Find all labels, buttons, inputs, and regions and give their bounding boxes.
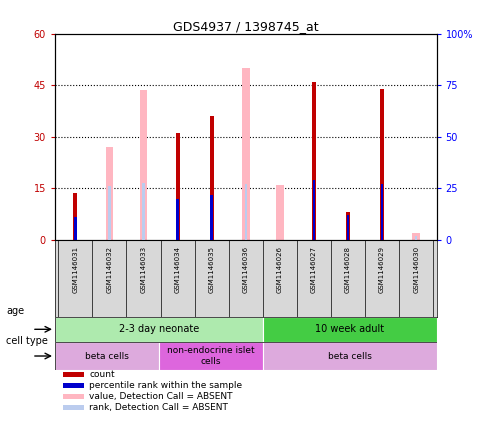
Bar	[73, 193, 77, 240]
Bar	[245, 184, 247, 240]
Bar	[55, 341, 159, 371]
Bar	[276, 185, 283, 240]
Bar	[62, 372, 83, 377]
Text: cell type: cell type	[6, 335, 48, 346]
Text: percentile rank within the sample: percentile rank within the sample	[89, 381, 243, 390]
Text: beta cells: beta cells	[85, 352, 129, 360]
Text: beta cells: beta cells	[328, 352, 372, 360]
Bar	[108, 186, 111, 240]
Bar	[176, 133, 180, 240]
Text: GSM1146029: GSM1146029	[379, 246, 385, 293]
Bar	[263, 317, 437, 341]
Text: GSM1146032: GSM1146032	[106, 246, 112, 293]
Text: value, Detection Call = ABSENT: value, Detection Call = ABSENT	[89, 392, 233, 401]
Text: age: age	[6, 306, 24, 316]
Bar	[62, 394, 83, 399]
Bar	[312, 82, 316, 240]
Title: GDS4937 / 1398745_at: GDS4937 / 1398745_at	[173, 20, 318, 33]
Bar	[263, 341, 437, 371]
Bar	[415, 236, 417, 240]
Bar	[313, 180, 315, 240]
Bar	[159, 341, 263, 371]
Bar	[55, 317, 263, 341]
Bar	[242, 68, 250, 240]
Bar	[211, 195, 213, 240]
Text: GSM1146030: GSM1146030	[413, 246, 419, 293]
Text: GSM1146027: GSM1146027	[311, 246, 317, 293]
Text: GSM1146028: GSM1146028	[345, 246, 351, 293]
Bar	[140, 91, 147, 240]
Bar	[413, 233, 420, 240]
Bar	[210, 116, 214, 240]
Text: 2-3 day neonate: 2-3 day neonate	[119, 324, 199, 334]
Text: 10 week adult: 10 week adult	[315, 324, 384, 334]
Bar	[74, 217, 76, 240]
Text: non-endocrine islet
cells: non-endocrine islet cells	[167, 346, 255, 366]
Bar	[346, 212, 350, 240]
Bar	[62, 383, 83, 388]
Bar	[347, 215, 349, 240]
Bar	[106, 147, 113, 240]
Text: GSM1146033: GSM1146033	[141, 246, 147, 293]
Bar	[62, 405, 83, 410]
Bar	[177, 199, 179, 240]
Bar	[142, 183, 145, 240]
Text: GSM1146035: GSM1146035	[209, 246, 215, 293]
Text: GSM1146036: GSM1146036	[243, 246, 249, 293]
Text: GSM1146026: GSM1146026	[277, 246, 283, 293]
Text: count: count	[89, 370, 115, 379]
Text: GSM1146034: GSM1146034	[175, 246, 181, 293]
Text: rank, Detection Call = ABSENT: rank, Detection Call = ABSENT	[89, 403, 228, 412]
Text: GSM1146031: GSM1146031	[72, 246, 78, 293]
Bar	[381, 184, 383, 240]
Bar	[380, 89, 384, 240]
